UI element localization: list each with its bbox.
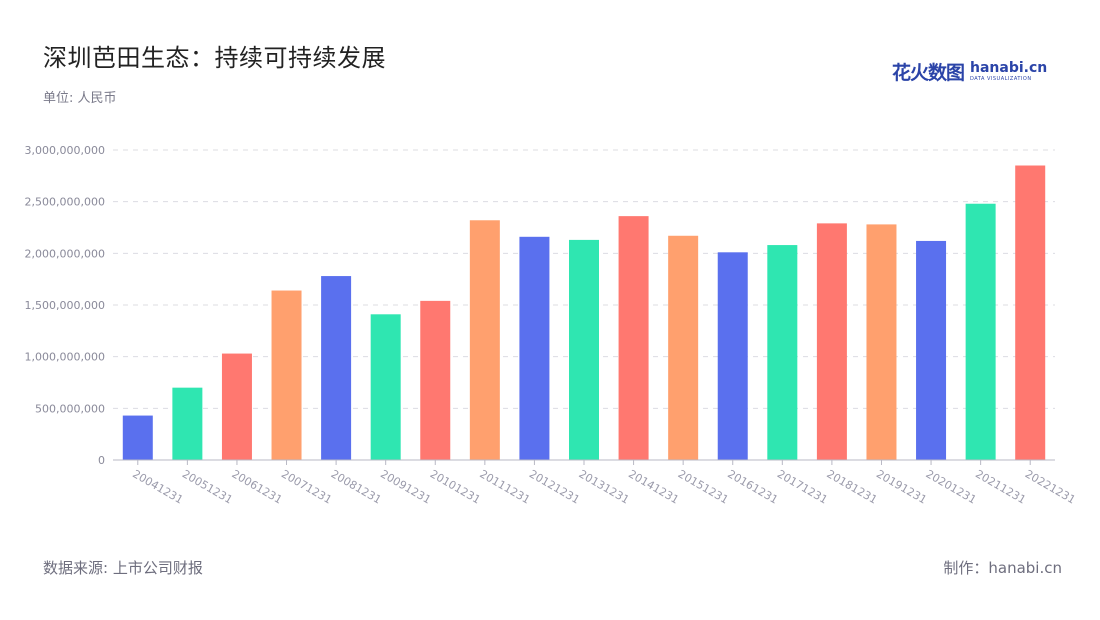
x-tick-label: 20181231	[824, 467, 879, 506]
x-tick-label: 20101231	[428, 467, 483, 506]
x-tick-label: 20081231	[329, 467, 384, 506]
bar	[816, 223, 847, 460]
brand-logo: 花火数图 hanabi.cn DATA VISUALIZATION	[892, 58, 1047, 85]
logo-tagline: DATA VISUALIZATION	[970, 76, 1032, 82]
x-axis	[113, 459, 1055, 465]
x-tick-label: 20091231	[378, 467, 433, 506]
logo-en-block: hanabi.cn DATA VISUALIZATION	[970, 61, 1047, 82]
x-tick-label: 20111231	[477, 467, 532, 506]
bar	[916, 240, 947, 460]
y-tick-label: 0	[98, 454, 105, 467]
x-tick-label: 20071231	[279, 467, 334, 506]
logo-text-en: hanabi.cn	[970, 60, 1048, 76]
y-tick-label: 3,000,000,000	[25, 144, 105, 157]
y-tick-label: 1,500,000,000	[25, 299, 105, 312]
bar	[866, 224, 897, 460]
x-tick-label: 20161231	[725, 467, 780, 506]
x-tick-label: 20211231	[973, 467, 1028, 506]
data-source: 数据来源: 上市公司财报	[43, 559, 203, 577]
bar	[122, 415, 153, 460]
x-tick-label: 20191231	[874, 467, 929, 506]
y-tick-label: 2,000,000,000	[25, 247, 105, 260]
y-axis-ticks: 0 500,000,000 1,000,000,000 1,500,000,000 2,…	[25, 144, 105, 467]
y-tick-label: 500,000,000	[35, 402, 105, 415]
bar	[221, 353, 252, 460]
bar	[618, 216, 649, 460]
bar	[965, 203, 996, 460]
x-tick-label: 20171231	[775, 467, 830, 506]
y-tick-label: 2,500,000,000	[25, 196, 105, 209]
x-tick-label: 20121231	[527, 467, 582, 506]
bar	[172, 387, 203, 460]
logo-text-cn: 花火数图	[892, 62, 965, 84]
bar	[321, 276, 352, 460]
x-tick-label: 20201231	[924, 467, 979, 506]
bar	[271, 290, 302, 460]
bar	[519, 236, 550, 460]
y-tick-label: 1,000,000,000	[25, 351, 105, 364]
bar	[420, 300, 451, 460]
bar	[569, 239, 599, 460]
x-tick-label: 20051231	[180, 467, 235, 506]
chart-title: 深圳芭田生态：持续可持续发展	[43, 44, 386, 72]
bar	[767, 245, 798, 460]
x-tick-label: 20141231	[626, 467, 681, 506]
x-tick-label: 20041231	[130, 467, 185, 506]
unit-label: 单位: 人民币	[43, 91, 117, 106]
bar	[717, 252, 748, 460]
x-tick-label: 20221231	[1023, 467, 1078, 506]
bar	[668, 235, 699, 460]
bars	[122, 165, 1046, 460]
bar	[469, 220, 500, 460]
x-tick-label: 20061231	[229, 467, 284, 506]
bar	[370, 314, 401, 460]
x-tick-label: 20151231	[676, 467, 731, 506]
bar	[1015, 165, 1046, 460]
credit-label: 制作：hanabi.cn	[943, 559, 1062, 577]
x-tick-label: 20131231	[577, 467, 632, 506]
x-axis-ticks: 2004123120051231200612312007123120081231…	[130, 467, 1077, 506]
